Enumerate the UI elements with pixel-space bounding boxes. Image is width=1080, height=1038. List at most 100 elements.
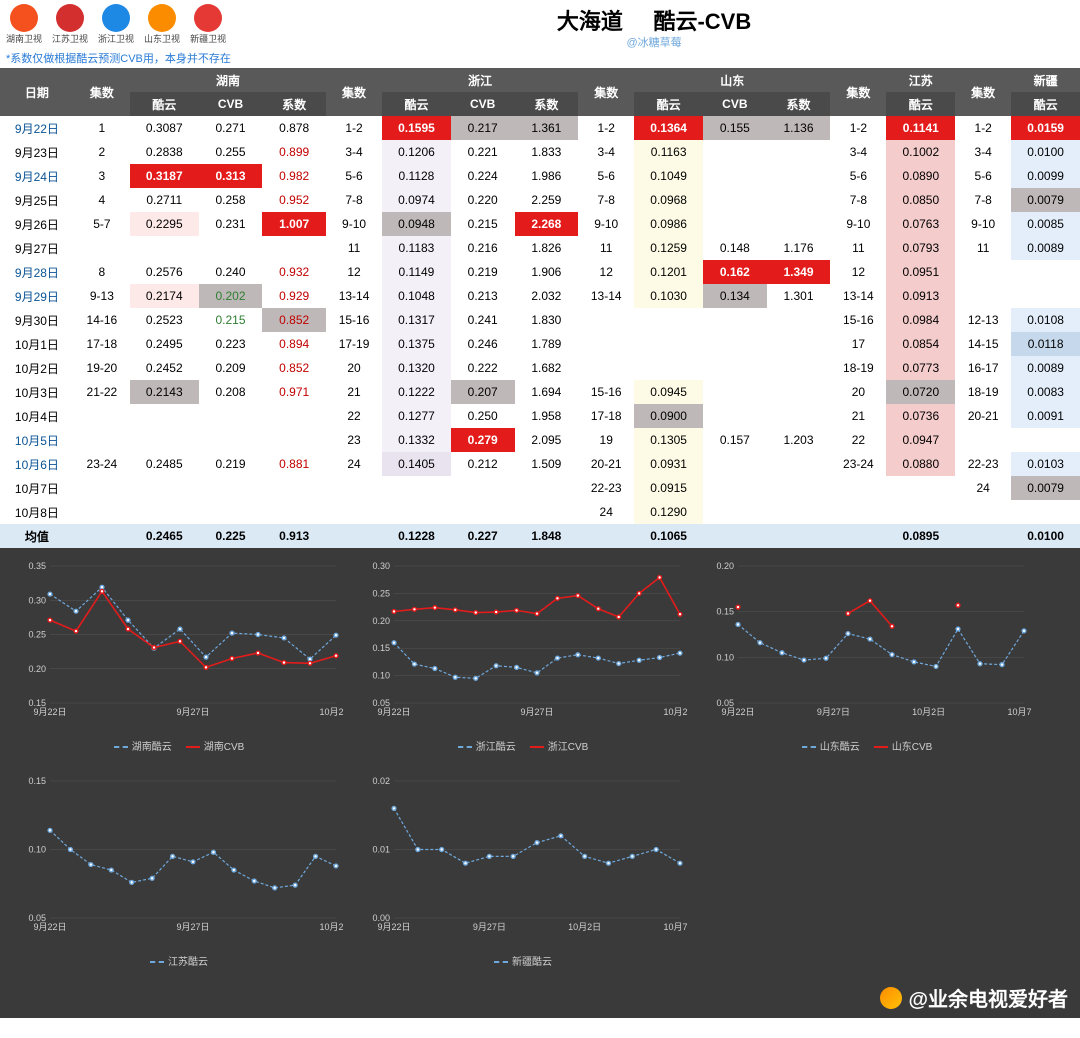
cell: 0.1320 [382,356,451,380]
cell [382,500,451,524]
svg-text:10月2日: 10月2日 [319,707,344,717]
cell: 1.830 [515,308,579,332]
date-cell: 9月22日 [0,116,74,140]
cell: 0.0948 [382,212,451,236]
svg-text:9月27日: 9月27日 [176,922,209,932]
svg-text:9月27日: 9月27日 [817,707,850,717]
cell: 0.1149 [382,260,451,284]
cell [130,500,199,524]
ratings-table: 日期 集数 湖南 集数 浙江 集数 山东 集数 江苏 集数 新疆 酷云CVB系数… [0,68,1080,548]
cell: 0.1375 [382,332,451,356]
cell: 0.0720 [886,380,955,404]
chart-legend: 浙江酷云浙江CVB [358,738,688,753]
cell [262,404,326,428]
cell: 0.881 [262,452,326,476]
cell: 0.2485 [130,452,199,476]
date-cell: 9月29日 [0,284,74,308]
date-cell: 10月4日 [0,404,74,428]
cell: 2.095 [515,428,579,452]
cell [262,428,326,452]
cell: 0.0108 [1011,308,1080,332]
cell: 0.971 [262,380,326,404]
cell: 0.2452 [130,356,199,380]
svg-text:10月2日: 10月2日 [912,707,945,717]
cell: 0.0089 [1011,236,1080,260]
cell: 0.899 [262,140,326,164]
cell [1011,500,1080,524]
cell [130,404,199,428]
cell: 0.1317 [382,308,451,332]
credit-handle: @冰糖草莓 [234,34,1074,50]
svg-text:10月2日: 10月2日 [663,707,688,717]
cell: 0.0099 [1011,164,1080,188]
cell: 0.2143 [130,380,199,404]
col-ep: 集数 [74,68,130,116]
cell: 0.1201 [634,260,703,284]
footnote: *系数仅做根据酷云预测CVB用，本身并不存在 [0,50,1080,68]
cell: 0.208 [199,380,263,404]
cell: 0.209 [199,356,263,380]
date-cell: 10月2日 [0,356,74,380]
cell: 0.0091 [1011,404,1080,428]
svg-text:0.30: 0.30 [28,595,46,605]
cell: 0.0773 [886,356,955,380]
svg-text:0.20: 0.20 [28,664,46,674]
cell: 0.215 [199,308,263,332]
svg-text:9月27日: 9月27日 [176,707,209,717]
cell: 1.826 [515,236,579,260]
date-cell: 10月8日 [0,500,74,524]
cell: 0.313 [199,164,263,188]
cell: 0.0079 [1011,476,1080,500]
cell: 0.221 [451,140,515,164]
svg-text:0.20: 0.20 [372,616,390,626]
table-row: 9月30日14-160.25230.2150.85215-160.13170.2… [0,308,1080,332]
svg-text:0.15: 0.15 [372,643,390,653]
group-jiangsu: 江苏 [886,68,955,92]
svg-text:9月22日: 9月22日 [33,707,66,717]
cell: 0.0079 [1011,188,1080,212]
cell: 0.3187 [130,164,199,188]
station-logos: 湖南卫视江苏卫视浙江卫视山东卫视新疆卫视 [6,4,226,45]
svg-text:0.25: 0.25 [28,630,46,640]
cell: 1.301 [767,284,831,308]
cell: 0.216 [451,236,515,260]
hunan-logo [10,4,38,32]
cell: 2.268 [515,212,579,236]
cell: 0.148 [703,236,767,260]
cell: 1.789 [515,332,579,356]
cell: 0.0931 [634,452,703,476]
cell [199,404,263,428]
cell: 0.207 [451,380,515,404]
cell [634,308,703,332]
cell: 0.223 [199,332,263,356]
cell: 0.1183 [382,236,451,260]
date-cell: 10月1日 [0,332,74,356]
svg-text:0.15: 0.15 [28,776,46,786]
cell [130,236,199,260]
cell: 0.0083 [1011,380,1080,404]
chart-legend: 山东酷云山东CVB [702,738,1032,753]
cell: 0.241 [451,308,515,332]
cell: 0.0763 [886,212,955,236]
table-row: 10月4日220.12770.2501.95817-180.0900210.07… [0,404,1080,428]
cell: 0.952 [262,188,326,212]
svg-text:0.02: 0.02 [372,776,390,786]
cell: 0.1141 [886,116,955,140]
cell: 1.203 [767,428,831,452]
cell: 0.258 [199,188,263,212]
svg-text:9月22日: 9月22日 [377,922,410,932]
cell: 0.271 [199,116,263,140]
cell: 0.0854 [886,332,955,356]
date-cell: 9月26日 [0,212,74,236]
cell: 0.1163 [634,140,703,164]
table-row: 10月3日21-220.21430.2080.971210.12220.2071… [0,380,1080,404]
svg-text:10月7日: 10月7日 [1007,707,1032,717]
cell: 0.1595 [382,116,451,140]
cell: 0.852 [262,356,326,380]
cell: 1.349 [767,260,831,284]
cell: 0.0915 [634,476,703,500]
svg-text:0.15: 0.15 [716,607,734,617]
cell [199,236,263,260]
cell [199,428,263,452]
cell: 0.0118 [1011,332,1080,356]
